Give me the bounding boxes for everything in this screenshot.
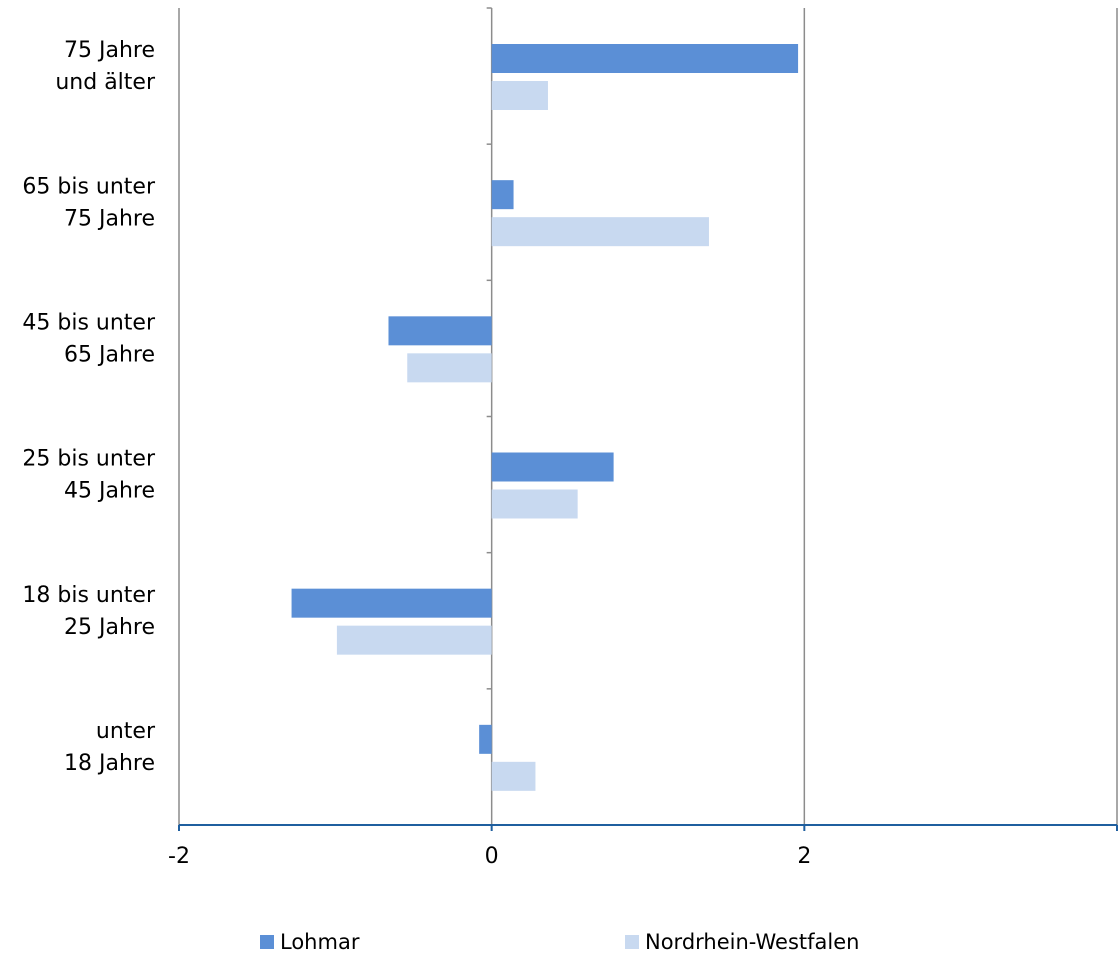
bar-nrw-0 — [491, 81, 548, 110]
legend-label-nordrhein-westfalen: Nordrhein-Westfalen — [645, 930, 860, 954]
category-label-line-5-1: 18 Jahre — [64, 751, 155, 776]
legend-item-lohmar: Lohmar — [260, 930, 359, 954]
bar-lohmar-5 — [479, 724, 492, 754]
category-labels: 75 Jahre und älter 65 bis unter 75 Jahre 45 … — [22, 38, 156, 776]
category-label-2: 45 bis unter 65 Jahre — [22, 310, 156, 367]
bar-nrw-2 — [407, 353, 492, 383]
category-label-line-5-0: unter — [96, 719, 156, 744]
category-label-4: 18 bis unter 25 Jahre — [22, 583, 156, 640]
x-tick-label-2: 2 — [797, 844, 811, 869]
category-label-line-3-0: 25 bis unter — [22, 447, 156, 472]
bar-lohmar-2 — [388, 316, 492, 346]
bar-lohmar-4 — [291, 588, 492, 618]
category-label-line-4-0: 18 bis unter — [22, 583, 156, 608]
bar-nrw-1 — [491, 217, 709, 247]
category-label-1: 65 bis unter 75 Jahre — [22, 174, 156, 231]
category-label-0: 75 Jahre und älter — [55, 38, 156, 95]
bars — [291, 44, 799, 791]
bar-nrw-4 — [336, 625, 492, 655]
bar-lohmar-3 — [491, 452, 614, 482]
category-label-line-2-1: 65 Jahre — [64, 342, 155, 367]
x-tick-label-1: 0 — [485, 844, 499, 869]
category-label-line-3-1: 45 Jahre — [64, 479, 155, 504]
legend: Lohmar Nordrhein-Westfalen — [0, 930, 1120, 956]
category-label-line-4-1: 25 Jahre — [64, 615, 155, 640]
legend-item-nordrhein-westfalen: Nordrhein-Westfalen — [625, 930, 859, 954]
category-label-line-1-0: 65 bis unter — [22, 174, 156, 199]
gridlines — [178, 8, 1118, 825]
legend-swatch-nordrhein-westfalen — [625, 935, 639, 949]
axes: -2024 — [168, 7, 1120, 869]
category-label-line-1-1: 75 Jahre — [64, 206, 155, 231]
bar-lohmar-0 — [491, 44, 799, 73]
category-label-3: 25 bis unter 45 Jahre — [22, 447, 156, 504]
legend-swatch-lohmar — [260, 935, 274, 949]
category-label-line-0-1: und älter — [55, 70, 156, 95]
bar-nrw-5 — [491, 761, 536, 791]
bar-lohmar-1 — [491, 180, 514, 210]
category-label-5: unter 18 Jahre — [64, 719, 156, 776]
category-label-line-0-0: 75 Jahre — [64, 38, 155, 63]
category-label-line-2-0: 45 bis unter — [22, 310, 156, 335]
bar-nrw-3 — [491, 489, 578, 519]
x-tick-label-0: -2 — [168, 844, 190, 869]
legend-label-lohmar: Lohmar — [280, 930, 360, 954]
